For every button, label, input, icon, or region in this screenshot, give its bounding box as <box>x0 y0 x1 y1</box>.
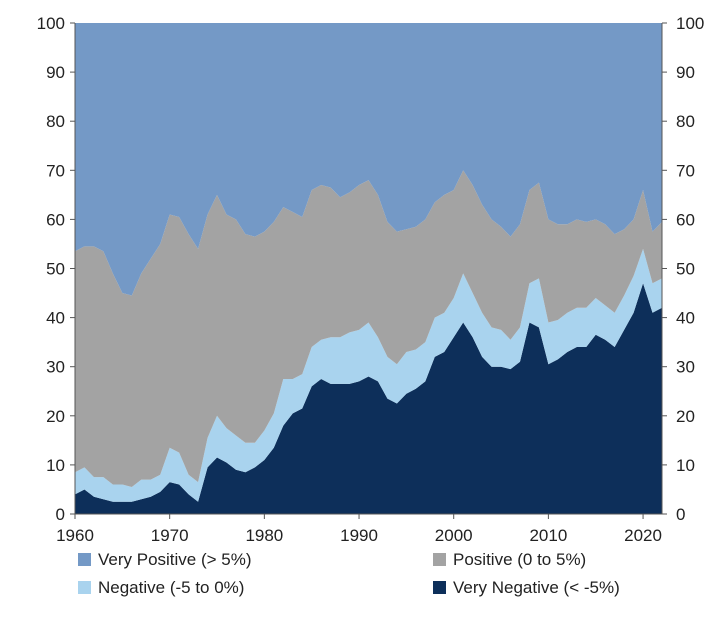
y-tick-label-right: 30 <box>676 358 695 377</box>
y-tick-label-right: 80 <box>676 112 695 131</box>
y-axis-left-ticks: 0 10 20 30 40 50 60 70 80 90 100 <box>37 14 75 524</box>
x-tick-label: 2010 <box>529 526 567 545</box>
y-tick-label-right: 20 <box>676 407 695 426</box>
y-tick-label-right: 100 <box>676 14 704 33</box>
y-tick-label-right: 70 <box>676 161 695 180</box>
legend-label: Negative (-5 to 0%) <box>98 578 244 597</box>
y-axis-right-ticks: 0 10 20 30 40 50 60 70 80 90 100 <box>662 14 704 524</box>
legend-label: Very Positive (> 5%) <box>98 550 252 569</box>
area-very-negative-5 <box>75 283 662 514</box>
x-tick-label: 1980 <box>245 526 283 545</box>
area-negative-5-to-0 <box>75 248 662 502</box>
x-tick-label: 2020 <box>624 526 662 545</box>
legend-label: Positive (0 to 5%) <box>453 550 586 569</box>
area-positive-0-to-5 <box>75 170 662 488</box>
area-very-positive-5 <box>75 23 662 296</box>
y-tick-label-right: 90 <box>676 63 695 82</box>
legend: Very Positive (> 5%) Positive (0 to 5%) Ne… <box>78 550 620 597</box>
y-tick-label-left: 0 <box>56 505 65 524</box>
x-tick-label: 1970 <box>151 526 189 545</box>
y-tick-label-right: 10 <box>676 456 695 475</box>
y-tick-label-left: 40 <box>46 309 65 328</box>
legend-label: Very Negative (< -5%) <box>453 578 620 597</box>
y-tick-label-right: 0 <box>676 505 685 524</box>
x-tick-label: 1960 <box>56 526 94 545</box>
y-tick-label-left: 90 <box>46 63 65 82</box>
y-tick-label-left: 30 <box>46 358 65 377</box>
y-tick-label-left: 60 <box>46 210 65 229</box>
x-tick-label: 1990 <box>340 526 378 545</box>
y-tick-label-left: 10 <box>46 456 65 475</box>
legend-swatch <box>78 581 91 594</box>
y-tick-label-left: 50 <box>46 260 65 279</box>
y-tick-label-left: 20 <box>46 407 65 426</box>
y-tick-label-right: 50 <box>676 260 695 279</box>
y-tick-label-right: 60 <box>676 210 695 229</box>
y-tick-label-left: 80 <box>46 112 65 131</box>
x-tick-label: 2000 <box>435 526 473 545</box>
area-layers <box>75 23 662 514</box>
legend-swatch <box>433 581 446 594</box>
x-axis-ticks: 1960 1970 1980 1990 2000 2010 2020 <box>56 514 662 545</box>
y-tick-label-left: 70 <box>46 161 65 180</box>
legend-swatch <box>78 553 91 566</box>
legend-swatch <box>433 553 446 566</box>
y-tick-label-right: 40 <box>676 309 695 328</box>
y-tick-label-left: 100 <box>37 14 65 33</box>
